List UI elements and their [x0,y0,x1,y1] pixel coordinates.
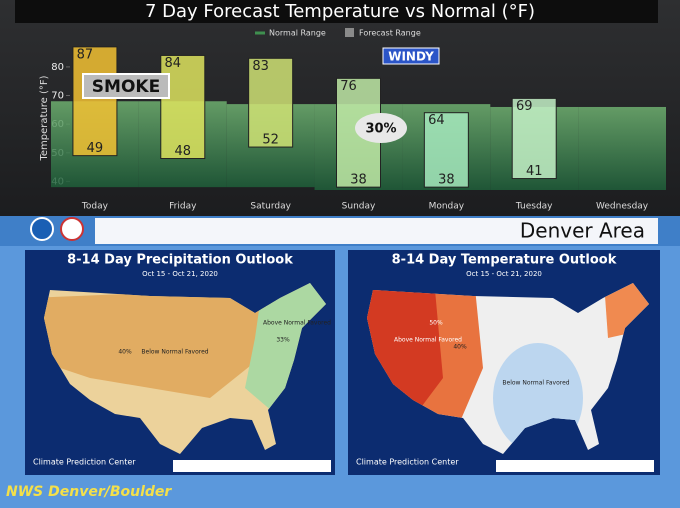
x-tick-label: Today [81,202,109,212]
forecast-bar [423,112,469,188]
precip-map: 8-14 Day Precipitation Outlook Oct 15 - … [25,250,335,475]
temp-map: 8-14 Day Temperature Outlook Oct 15 - Oc… [348,250,660,475]
value-label: 84 [165,56,182,71]
footer: NWS Denver/Boulder [6,484,172,500]
value-label: 87 [77,47,94,62]
map-label: 40% [118,349,132,356]
forecast-bar [72,46,118,157]
annotation-box [82,73,170,99]
map-title: 8-14 Day Precipitation Outlook [67,253,293,268]
normal-range [578,106,666,190]
map-label: Below Normal Favored [141,349,208,356]
map-credit: Climate Prediction Center [33,458,136,467]
annotation-box [382,47,440,65]
x-tick-label: Friday [169,202,197,212]
value-label: 83 [252,59,269,74]
value-label: 69 [516,99,533,114]
legend-swatch [345,28,354,37]
map-label: Below Normal Favored [502,380,569,387]
map-credit: Climate Prediction Center [356,458,459,467]
value-label: 48 [175,144,192,159]
forecast-bar [160,54,206,160]
map-label: Above Normal Favored [263,320,331,327]
region-name: Denver Area [520,219,645,243]
nws-logo [60,217,84,241]
y-tick-label: 80 [51,62,64,73]
value-label: 38 [350,173,367,188]
forecast-bar [511,97,557,180]
y-axis-label: Temperature (°F) [39,75,50,161]
legend-label: Forecast Range [359,29,421,38]
map-label: 50% [429,320,443,327]
y-tick-label: 70 [51,91,64,102]
title-bar [15,0,658,23]
map-title: 8-14 Day Temperature Outlook [392,253,617,268]
chart-title: 7 Day Forecast Temperature vs Normal (°F… [145,1,535,22]
x-tick-label: Monday [429,202,465,212]
noaa-logo [30,217,54,241]
map-dates: Oct 15 - Oct 21, 2020 [142,270,218,278]
annotation: 30% [365,122,396,137]
forecast-bar [248,57,294,148]
value-label: 41 [526,164,543,179]
value-label: 76 [340,79,357,94]
annotation: WINDY [388,50,434,64]
value-label: 64 [428,113,445,128]
value-label: 52 [262,133,279,148]
cloud [355,113,407,143]
map-label: 33% [276,337,290,344]
value-label: 38 [438,173,455,188]
x-tick-label: Wednesday [596,202,649,212]
annotation: SMOKE [92,77,160,97]
region-band [95,218,658,244]
x-tick-label: Saturday [250,202,291,212]
map-label: Above Normal Favored [394,337,462,344]
map-label: 40% [453,344,467,351]
x-tick-label: Tuesday [515,202,553,212]
legend-label: Normal Range [269,29,326,38]
map-dates: Oct 15 - Oct 21, 2020 [466,270,542,278]
value-label: 49 [87,141,104,156]
x-tick-label: Sunday [342,202,376,212]
